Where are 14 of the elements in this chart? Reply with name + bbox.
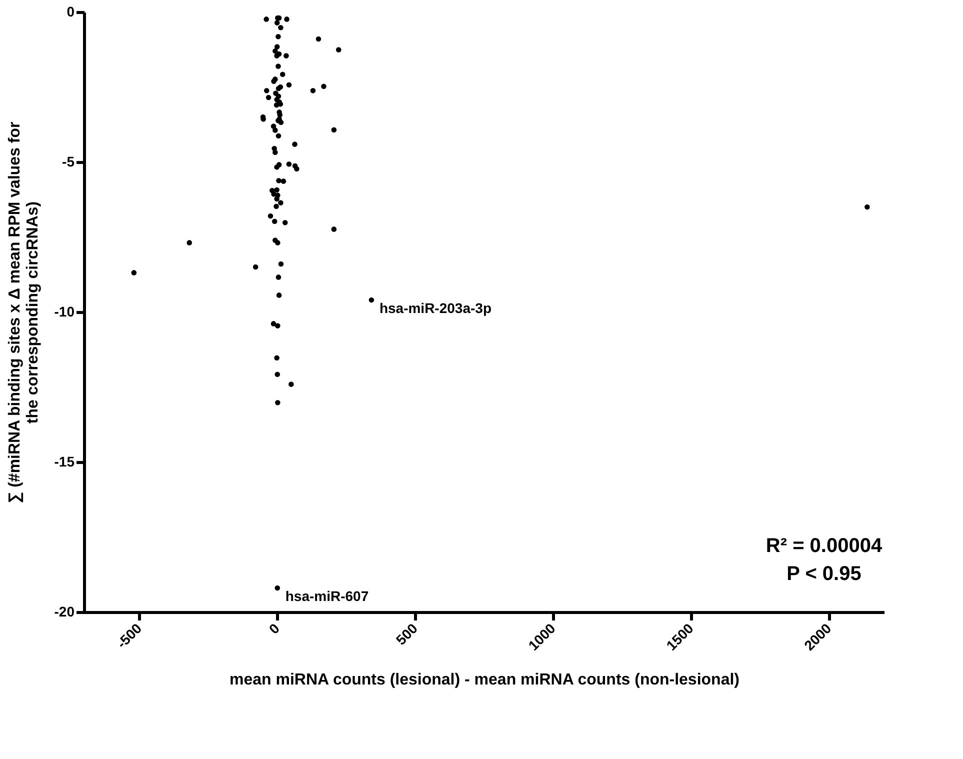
y-tick-label: -5: [62, 154, 75, 170]
annotation: P < 0.95: [786, 563, 862, 585]
y-tick-label: 0: [66, 4, 75, 20]
x-tick-label: 500: [392, 620, 421, 648]
y-tick-label: -10: [54, 304, 75, 320]
annotation: R² = 0.00004: [766, 535, 883, 557]
x-tick-label: -500: [113, 620, 145, 652]
y-axis-title: ∑ (#miRNA binding sites x Δ mean RPM values for the corresponding circRNAs): [6, 122, 42, 504]
y-tick-label: -15: [54, 454, 75, 470]
x-axis-title: mean miRNA counts (lesional) - mean miRNA counts (non-lesional): [230, 671, 740, 688]
y-tick-label: -20: [54, 604, 75, 620]
x-tick-label: 0: [266, 620, 283, 637]
annotation: hsa-miR-203a-3p: [379, 300, 492, 316]
annotation: hsa-miR-607: [285, 588, 369, 604]
